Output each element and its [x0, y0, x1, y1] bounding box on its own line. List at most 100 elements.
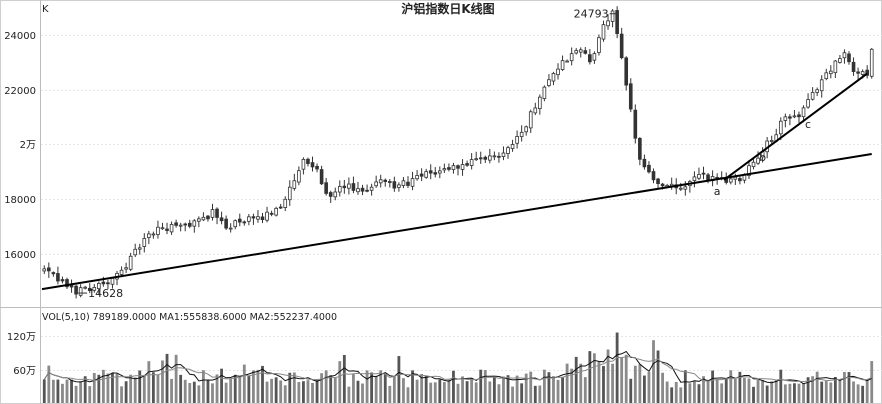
candle-body [488, 155, 492, 161]
volume-bar [83, 376, 87, 403]
candle-body [469, 159, 474, 166]
price-tick-label: 18000 [4, 195, 36, 206]
candle-body [415, 175, 419, 180]
candle-body [51, 272, 56, 275]
candle-body [733, 176, 738, 180]
candle-body [97, 282, 101, 290]
candle-body [497, 155, 501, 158]
volume-bar [620, 357, 624, 403]
candle-body [237, 218, 242, 223]
volume-bar [615, 332, 619, 403]
volume-bar [665, 381, 669, 403]
volume-bar [852, 381, 855, 403]
candle-body [360, 187, 365, 192]
candle-body [206, 215, 210, 220]
volume-bar [715, 379, 719, 403]
volume-bar [261, 365, 264, 403]
volume-bar [397, 356, 401, 403]
candle-body [137, 247, 142, 250]
volume-bar [474, 382, 478, 403]
annotation-label: c [805, 118, 811, 131]
volume-bar [338, 361, 342, 403]
candle-body [142, 238, 147, 247]
volume-bar [588, 351, 592, 403]
volume-bar [502, 376, 505, 403]
candle-body [369, 186, 374, 191]
candle-body [569, 53, 574, 62]
candle-body [169, 224, 174, 233]
candle-body [642, 158, 647, 168]
volume-bar [847, 372, 851, 403]
candle-body [565, 60, 569, 63]
candle-body [219, 217, 224, 222]
candle-body [451, 165, 456, 170]
candle-body [287, 186, 292, 201]
candle-body [69, 285, 74, 288]
volume-tick-label: 120万 [7, 332, 36, 343]
candle-body [337, 186, 342, 193]
volume-bar [702, 376, 705, 403]
candle-body [547, 79, 551, 87]
price-tick-label: 16000 [4, 250, 36, 261]
candle-body [615, 10, 619, 35]
candle-body [383, 179, 388, 182]
candle-body [447, 167, 451, 170]
volume-bar [579, 363, 583, 403]
candle-body [92, 286, 97, 291]
annotation-label: b [759, 151, 766, 164]
volume-bar [597, 361, 601, 403]
candle-body [351, 183, 356, 191]
volume-bar [411, 370, 414, 403]
candle-body [274, 207, 278, 216]
volume-bar [552, 376, 555, 403]
candle-body [551, 72, 556, 82]
volume-bar [274, 377, 278, 403]
volume-bar [756, 380, 760, 403]
volume-bar [706, 379, 710, 403]
candle-body [328, 192, 333, 197]
candle-body [474, 158, 478, 161]
volume-bar [392, 376, 396, 403]
volume-bar [206, 379, 210, 403]
volume-bar [524, 373, 528, 403]
volume-bar [201, 370, 205, 403]
candle-body [101, 281, 106, 285]
candle-body [365, 189, 369, 192]
volume-bar [797, 383, 801, 403]
volume-bar [479, 369, 483, 403]
candle-body [333, 191, 338, 198]
volume-bar [88, 386, 92, 403]
volume-bar [51, 379, 55, 403]
candle-body [801, 107, 806, 118]
candle-body [747, 165, 751, 176]
candle-body [515, 136, 519, 144]
volume-bar [151, 372, 155, 403]
candle-body [306, 158, 310, 164]
volume-bar [765, 385, 769, 403]
volume-bar [488, 381, 492, 403]
candle-body [583, 50, 588, 54]
volume-bar [456, 383, 460, 403]
volume-bar [147, 361, 151, 403]
candle-body [456, 165, 460, 169]
volume-bar [361, 383, 364, 403]
volume-bar [302, 381, 305, 403]
candle-body [65, 279, 69, 288]
candle-body [319, 169, 324, 185]
candle-body [628, 83, 633, 110]
candle-body [251, 216, 256, 219]
candle-body [315, 165, 319, 170]
candle-body [728, 178, 733, 183]
volume-bar [833, 376, 837, 403]
annotation-label: 14628 [88, 287, 123, 300]
volume-bar [97, 374, 101, 403]
volume-bar [556, 379, 560, 403]
volume-bar [670, 387, 674, 403]
volume-bar [47, 365, 51, 403]
volume-bar [802, 383, 805, 403]
volume-bar [870, 361, 874, 403]
volume-bar [565, 363, 569, 403]
volume-bar [606, 349, 610, 403]
candle-body [697, 174, 701, 179]
